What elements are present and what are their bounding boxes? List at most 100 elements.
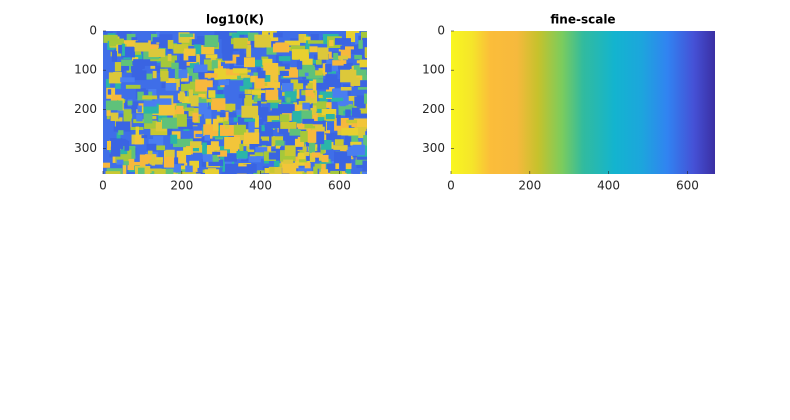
image-patch xyxy=(149,159,163,165)
image-patch xyxy=(116,132,121,139)
image-patch xyxy=(257,100,262,113)
image-patch xyxy=(264,82,268,87)
image-patch xyxy=(238,94,246,99)
image-patch xyxy=(210,55,216,62)
image-patch xyxy=(325,113,335,120)
x-tick-label: 200 xyxy=(518,179,541,193)
image-patch xyxy=(165,122,172,136)
image-patch xyxy=(298,64,315,68)
image-patch xyxy=(246,44,252,58)
image-patch xyxy=(297,152,306,160)
image-patch xyxy=(307,82,317,89)
image-patch xyxy=(358,124,367,132)
x-tick-label: 600 xyxy=(676,179,699,193)
image-patch xyxy=(310,34,319,40)
image-patch xyxy=(132,53,147,62)
image-patch xyxy=(243,57,255,68)
image-patch xyxy=(242,96,246,107)
image-patch xyxy=(131,70,147,81)
image-patch xyxy=(280,146,285,151)
image-patch xyxy=(134,42,150,52)
image-patch xyxy=(311,92,315,99)
image-patch xyxy=(204,134,210,141)
image-patch xyxy=(251,90,266,95)
image-patch xyxy=(284,40,301,46)
image-patch xyxy=(266,47,277,55)
image-patch xyxy=(327,36,342,48)
image-patch xyxy=(347,145,358,156)
image-patch xyxy=(106,108,111,116)
image-patch xyxy=(121,43,125,56)
image-patch xyxy=(105,171,121,174)
image-patch xyxy=(366,120,367,125)
image-patch xyxy=(261,125,265,132)
image-patch xyxy=(279,114,290,122)
image-patch xyxy=(224,103,236,111)
image-patch xyxy=(290,45,306,52)
image-patch xyxy=(158,117,164,121)
image-patch xyxy=(122,163,127,174)
image-patch xyxy=(205,54,218,59)
image-patch xyxy=(142,95,158,100)
image-patch xyxy=(148,48,165,58)
image-patch xyxy=(120,77,135,83)
image-patch xyxy=(233,124,246,135)
image-patch xyxy=(143,173,157,174)
image-patch xyxy=(351,107,360,117)
image-patch xyxy=(282,162,297,174)
image-patch xyxy=(198,102,208,115)
image-patch xyxy=(151,171,157,174)
image-patch xyxy=(133,59,145,69)
image-patch xyxy=(280,121,297,129)
image-patch xyxy=(155,121,167,132)
image-patch xyxy=(170,134,178,144)
image-patch xyxy=(147,149,153,155)
image-patch xyxy=(225,111,229,120)
image-patch xyxy=(115,121,131,131)
image-patch xyxy=(110,112,119,122)
image-patch xyxy=(255,75,265,89)
image-patch xyxy=(188,33,195,43)
image-patch xyxy=(296,173,314,174)
image-patch xyxy=(296,104,309,115)
image-patch xyxy=(295,156,300,163)
image-patch xyxy=(144,120,158,129)
image-patch xyxy=(125,101,136,113)
image-patch xyxy=(217,150,228,157)
image-patch xyxy=(343,63,352,69)
image-patch xyxy=(238,69,251,79)
image-patch xyxy=(204,35,219,47)
image-patch xyxy=(365,60,367,68)
image-patch xyxy=(160,70,169,82)
image-patch xyxy=(354,126,366,138)
image-patch xyxy=(339,101,347,107)
image-patch xyxy=(309,46,318,53)
image-patch xyxy=(111,94,122,100)
image-patch xyxy=(202,154,213,162)
image-patch xyxy=(358,111,367,118)
image-patch xyxy=(146,143,157,151)
image-patch xyxy=(305,41,311,54)
image-patch xyxy=(236,31,250,35)
image-patch xyxy=(353,118,367,127)
image-patch xyxy=(106,34,118,41)
image-patch xyxy=(241,105,259,118)
image-patch xyxy=(105,100,123,111)
image-patch xyxy=(189,141,206,153)
image-patch xyxy=(204,169,219,174)
x-tick-label: 0 xyxy=(99,179,107,193)
x-tick-label: 200 xyxy=(170,179,193,193)
image-patch xyxy=(253,135,266,140)
image-patch xyxy=(206,144,215,158)
image-patch xyxy=(314,163,322,169)
image-patch xyxy=(310,105,317,115)
image-patch xyxy=(302,102,310,110)
image-patch xyxy=(232,68,248,74)
image-patch xyxy=(198,74,204,80)
image-patch xyxy=(308,142,316,155)
image-patch xyxy=(302,75,307,80)
image-patch xyxy=(179,94,185,102)
image-patch xyxy=(214,68,226,80)
image-patch xyxy=(321,140,332,150)
